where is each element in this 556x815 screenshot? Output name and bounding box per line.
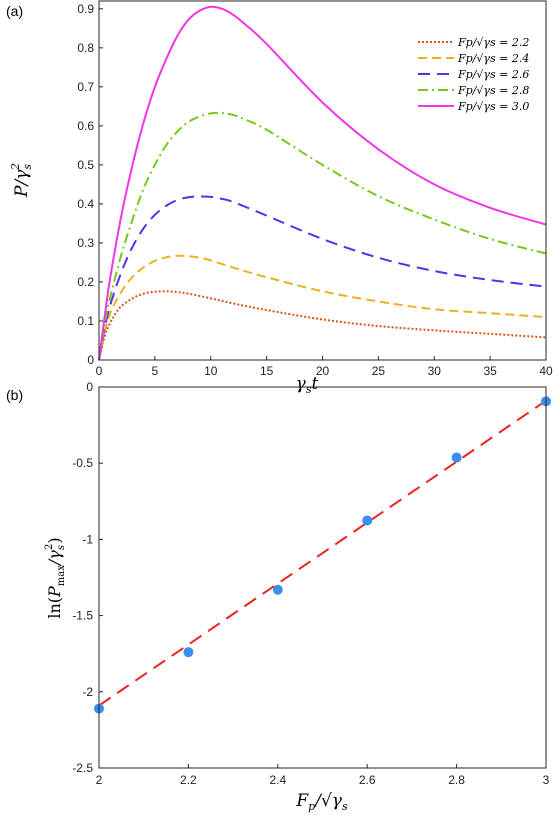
panel-b-xtick-label: 2 <box>96 773 103 787</box>
panel-a-label: (a) <box>6 3 23 19</box>
panel-a-ytick-label: 0.9 <box>77 2 94 16</box>
panel-a-series-line-5 <box>98 5 547 361</box>
panel-a-ylabel: P/γs2 <box>9 163 34 198</box>
panel-b-ytick-label: 0 <box>86 380 93 394</box>
panel-a-xtick-label: 15 <box>260 364 274 378</box>
panel-a-axes-box <box>98 0 547 361</box>
panel-a-ytick-label: 0.5 <box>77 158 94 172</box>
panel-a-series-line-4 <box>98 111 547 361</box>
panel-b-ytick-label: -0.5 <box>72 456 93 470</box>
panel-b-axes-box <box>98 386 547 769</box>
panel-a-ytick-label: 0.1 <box>77 314 94 328</box>
panel-a-xtick-label: 30 <box>428 364 442 378</box>
panel-b-data-point <box>451 452 462 463</box>
panel-b-fit-line <box>98 399 547 707</box>
panel-a-xtick-label: 20 <box>316 364 330 378</box>
panel-a-xlabel: γst <box>296 374 319 396</box>
panel-b: (b) 2 2.2 2.4 2.6 2.8 3 0 -0.5 -1 -1.5 -2 -2.5 Fp/√… <box>6 380 551 813</box>
panel-b-data-point <box>272 584 283 595</box>
panel-b-ytick-label: -1 <box>82 532 93 546</box>
panel-a-ytick-label: 0.6 <box>77 119 94 133</box>
panel-a-ytick-label: 0.2 <box>77 275 94 289</box>
legend-label-2: Fp/√γs = 2.4 <box>457 52 529 65</box>
legend-label-3: Fp/√γs = 2.6 <box>457 68 529 81</box>
legend-label-5: Fp/√γs = 3.0 <box>457 100 529 113</box>
panel-b-xtick-label: 3 <box>543 773 550 787</box>
panel-a-xtick-label: 10 <box>204 364 218 378</box>
panel-a-xtick-label: 40 <box>539 364 553 378</box>
panel-b-data-point <box>362 515 373 526</box>
legend-label-1: Fp/√γs = 2.2 <box>457 36 529 49</box>
panel-a-xtick-label: 35 <box>483 364 497 378</box>
panel-a-series-line-3 <box>98 195 547 361</box>
panel-a-ytick-label: 0 <box>87 353 94 367</box>
panel-b-xtick-label: 2.2 <box>180 773 197 787</box>
legend-label-4: Fp/√γs = 2.8 <box>457 84 529 97</box>
panel-b-xlabel: Fp/√γs <box>295 791 348 813</box>
panel-b-ylabel: ln(Pmax/γs2) <box>44 537 67 618</box>
panel-a-legend: Fp/√γs = 2.2 Fp/√γs = 2.4 Fp/√γs = 2.6 Fp/√… <box>418 36 529 113</box>
panel-a-series-group <box>98 5 547 361</box>
panel-b-ytick-label: -2 <box>82 685 93 699</box>
panel-a-series-line-1 <box>98 290 547 361</box>
panel-a-ytick-label: 0.7 <box>77 80 94 94</box>
panel-b-ticks: 2 2.2 2.4 2.6 2.8 3 0 -0.5 -1 -1.5 -2 -2.5 <box>72 380 549 787</box>
panel-b-xtick-label: 2.8 <box>448 773 465 787</box>
panel-b-ytick-label: -1.5 <box>72 609 93 623</box>
panel-a: (a) 0 5 10 15 20 25 30 35 4000.10.20.30.40.50.60… <box>6 0 553 396</box>
panel-a-ytick-label: 0.8 <box>77 41 94 55</box>
panel-a-xtick-label: 5 <box>152 364 159 378</box>
panel-a-ytick-label: 0.3 <box>77 236 94 250</box>
panel-b-ytick-label: -2.5 <box>72 761 93 775</box>
panel-b-data-point <box>183 647 194 658</box>
panel-b-xtick-label: 2.4 <box>269 773 286 787</box>
panel-a-xtick-label: 25 <box>372 364 386 378</box>
panel-b-label: (b) <box>6 387 23 403</box>
panel-a-ticks: 0 5 10 15 20 25 30 35 40 0 0.1 0.2 0.3 0.4 0.5 0.6 0.7 0.… <box>77 2 553 378</box>
panel-a-xtick-label: 0 <box>96 364 103 378</box>
panel-a-series-line-2 <box>98 254 547 361</box>
panel-a-ytick-label: 0.4 <box>77 197 94 211</box>
panel-b-xtick-label: 2.6 <box>359 773 376 787</box>
panel-b-marks <box>94 396 551 714</box>
